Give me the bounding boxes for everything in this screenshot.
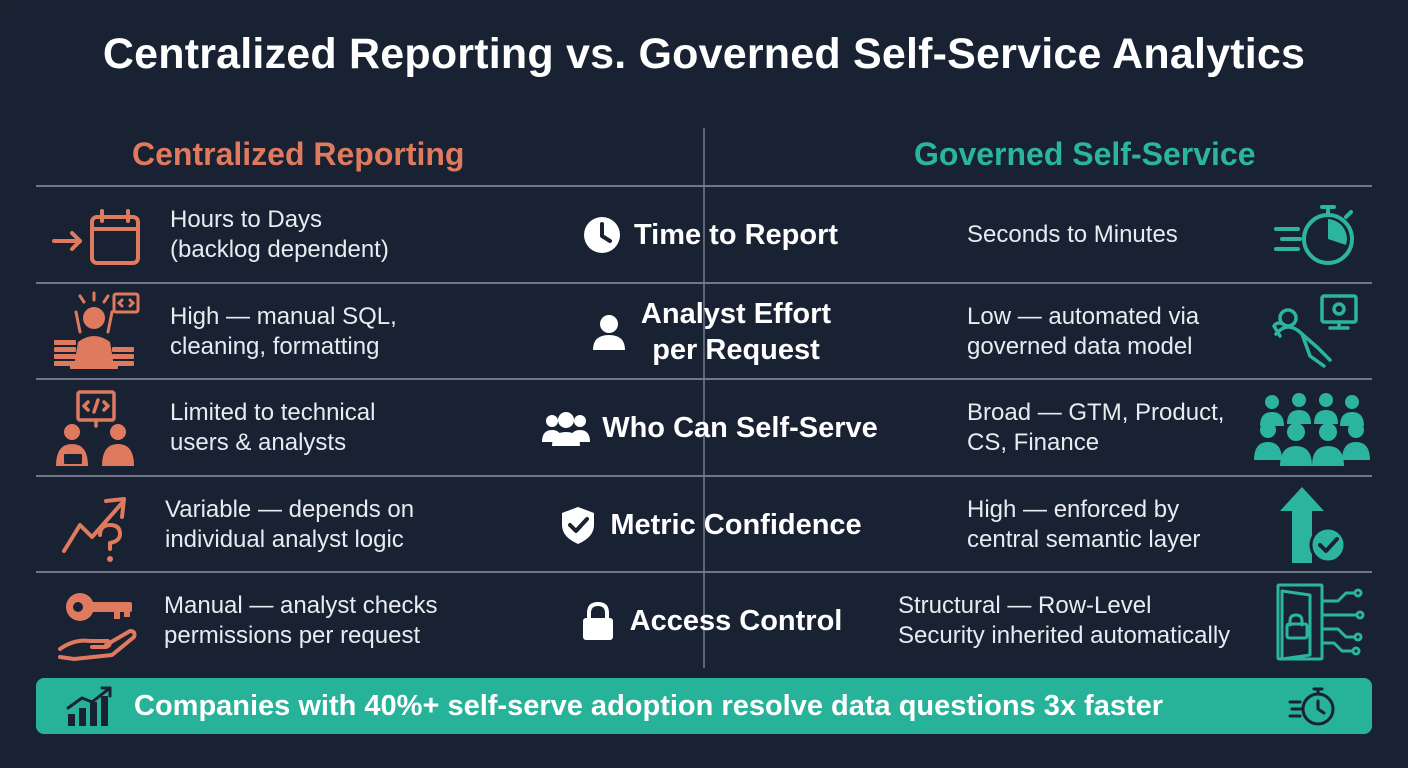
trend-question-icon: [50, 483, 142, 567]
self-service-value: Low — automated via governed data model: [967, 303, 1200, 360]
row-divider: [36, 378, 1372, 380]
shield-check-icon: [558, 505, 598, 545]
technical-users-icon: [50, 386, 142, 470]
comparison-row-who-can-self-serve: Limited to technical users & analysts: [0, 380, 1408, 476]
lock-icon: [578, 601, 618, 641]
vertical-divider: [703, 128, 705, 668]
footer-text: Companies with 40%+ self-serve adoption …: [134, 690, 1164, 722]
key-hand-icon: [50, 579, 142, 663]
self-service-value: High — enforced by central semantic laye…: [967, 496, 1201, 553]
dimension-text: Time to Report: [633, 219, 839, 251]
dimension-label: Access Control: [500, 601, 920, 641]
comparison-row-metric-confidence: Variable — depends on individual analyst…: [0, 477, 1408, 573]
self-service-value: Structural — Row-Level Security inherite…: [898, 592, 1231, 649]
stopwatch-icon: [1266, 193, 1370, 277]
centralized-value: Hours to Days (backlog dependent): [170, 206, 389, 263]
stressed-analyst-icon: [50, 290, 142, 374]
dimension-text: Access Control: [629, 605, 843, 637]
dimension-text: Metric Confidence: [610, 509, 862, 541]
column-header-centralized: Centralized Reporting: [132, 136, 465, 172]
self-service-value: Seconds to Minutes: [967, 221, 1178, 248]
row-divider: [36, 282, 1372, 284]
comparison-row-time-to-report: Hours to Days (backlog dependent) Time t…: [0, 187, 1408, 283]
row-divider: [36, 571, 1372, 573]
crowd-icon: [1254, 386, 1370, 470]
arrow-up-check-icon: [1266, 483, 1370, 567]
relaxed-analyst-icon: [1266, 290, 1370, 374]
centralized-value: Manual — analyst checks permissions per …: [164, 592, 438, 649]
self-service-value: Broad — GTM, Product, CS, Finance: [967, 399, 1225, 456]
dimension-label: Metric Confidence: [500, 505, 920, 545]
dimension-label: Time to Report: [500, 215, 920, 255]
secure-door-icon: [1272, 579, 1372, 663]
comparison-row-access-control: Manual — analyst checks permissions per …: [0, 573, 1408, 669]
dimension-label: Analyst Effort per Request: [500, 296, 920, 368]
clock-icon: [582, 215, 622, 255]
calendar-arrow-icon: [50, 193, 142, 277]
centralized-value: Limited to technical users & analysts: [170, 399, 376, 456]
growth-chart-icon: [66, 686, 116, 726]
stopwatch-icon: [1288, 684, 1336, 728]
comparison-row-analyst-effort: High — manual SQL, cleaning, formatting …: [0, 284, 1408, 380]
centralized-value: Variable — depends on individual analyst…: [165, 496, 415, 553]
row-divider: [36, 475, 1372, 477]
dimension-label: Who Can Self-Serve: [500, 408, 920, 448]
row-divider: [36, 185, 1372, 187]
footer-banner: Companies with 40%+ self-serve adoption …: [36, 678, 1372, 734]
dimension-text: Who Can Self-Serve: [602, 412, 878, 444]
centralized-value: High — manual SQL, cleaning, formatting: [170, 303, 397, 360]
dimension-text: Analyst Effort per Request: [640, 298, 832, 366]
column-header-self-service: Governed Self-Service: [914, 136, 1256, 172]
page-title: Centralized Reporting vs. Governed Self-…: [102, 30, 1306, 78]
users-group-icon: [542, 408, 591, 448]
user-icon: [589, 312, 629, 352]
